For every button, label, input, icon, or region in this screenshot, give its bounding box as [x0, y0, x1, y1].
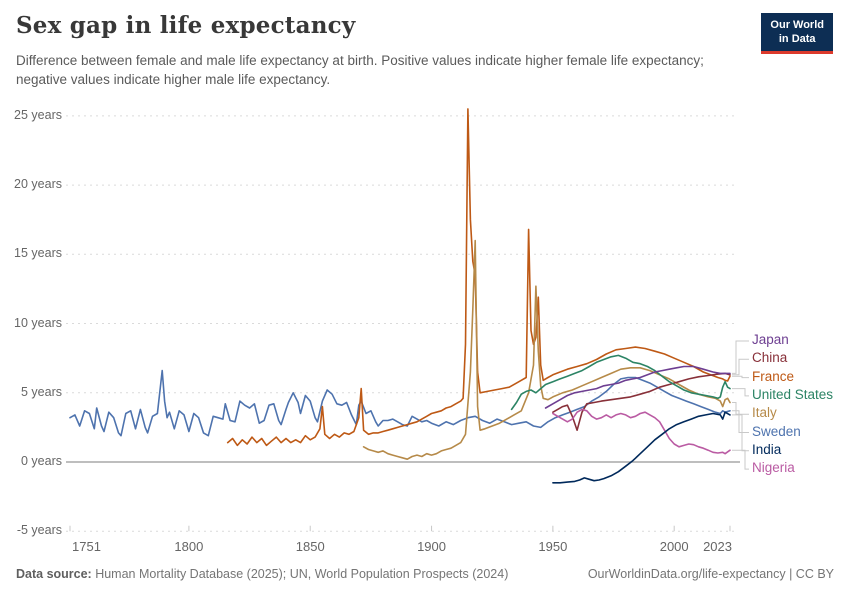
series-line-sweden[interactable] — [69, 369, 731, 437]
data-source-label: Data source: — [16, 567, 92, 581]
y-axis-label: 25 years — [14, 107, 62, 122]
chart-subtitle: Difference between female and male life … — [16, 53, 704, 88]
legend-connector-japan — [732, 340, 749, 374]
owid-logo-line1: Our World — [770, 19, 824, 31]
owid-link[interactable]: OurWorldinData.org/life-expectancy | CC … — [587, 567, 834, 581]
x-axis-label: 1751 — [72, 539, 101, 554]
series-line-nigeria[interactable] — [552, 408, 731, 455]
series-line-united-states[interactable] — [510, 354, 731, 411]
y-axis-label: 5 years — [21, 384, 62, 399]
y-axis-label: 10 years — [14, 315, 62, 330]
legend-connector-france — [732, 375, 749, 379]
y-axis-label: 20 years — [14, 177, 62, 192]
page-title: Sex gap in life expectancy — [16, 12, 356, 39]
legend-connector-nigeria — [732, 449, 749, 470]
legend-item-nigeria[interactable]: Nigeria — [752, 460, 795, 476]
x-axis-label: 2000 — [659, 539, 689, 554]
x-axis-label: 1800 — [174, 539, 204, 554]
legend-connector-italy — [732, 402, 749, 415]
y-axis-label: 0 years — [21, 454, 62, 468]
legend-connector-china — [732, 358, 749, 376]
data-source-note: Data source: Human Mortality Database (2… — [16, 567, 508, 581]
series-line-india[interactable] — [552, 411, 731, 484]
owid-logo-line2: in Data — [778, 33, 816, 46]
legend-item-china[interactable]: China — [752, 350, 788, 366]
legend-item-france[interactable]: France — [752, 368, 795, 384]
chart-footer: Data source: Human Mortality Database (2… — [16, 567, 834, 581]
legend-item-japan[interactable]: Japan — [752, 332, 789, 347]
y-axis-label: 15 years — [14, 246, 62, 261]
y-axis-label: -5 years — [16, 523, 62, 538]
series-line-france[interactable] — [226, 108, 731, 447]
x-axis-label: 1950 — [538, 539, 568, 554]
legend-item-italy[interactable]: Italy — [752, 405, 777, 421]
owid-logo[interactable]: Our World in Data — [761, 13, 833, 54]
data-source-text: Human Mortality Database (2025); UN, Wor… — [91, 567, 509, 581]
x-axis-label: 1900 — [417, 539, 446, 554]
legend-item-sweden[interactable]: Sweden — [752, 423, 801, 439]
legend-item-united-states[interactable]: United States — [752, 386, 834, 402]
legend-connector-united-states — [732, 388, 749, 397]
legend-connector-sweden — [732, 410, 749, 433]
series-line-china[interactable] — [552, 372, 731, 432]
legend-item-india[interactable]: India — [752, 441, 782, 457]
series-line-italy[interactable] — [362, 239, 731, 461]
x-axis-label: 1850 — [295, 539, 325, 554]
x-axis-label: 2023 — [703, 539, 732, 554]
series-line-japan[interactable] — [544, 365, 731, 409]
